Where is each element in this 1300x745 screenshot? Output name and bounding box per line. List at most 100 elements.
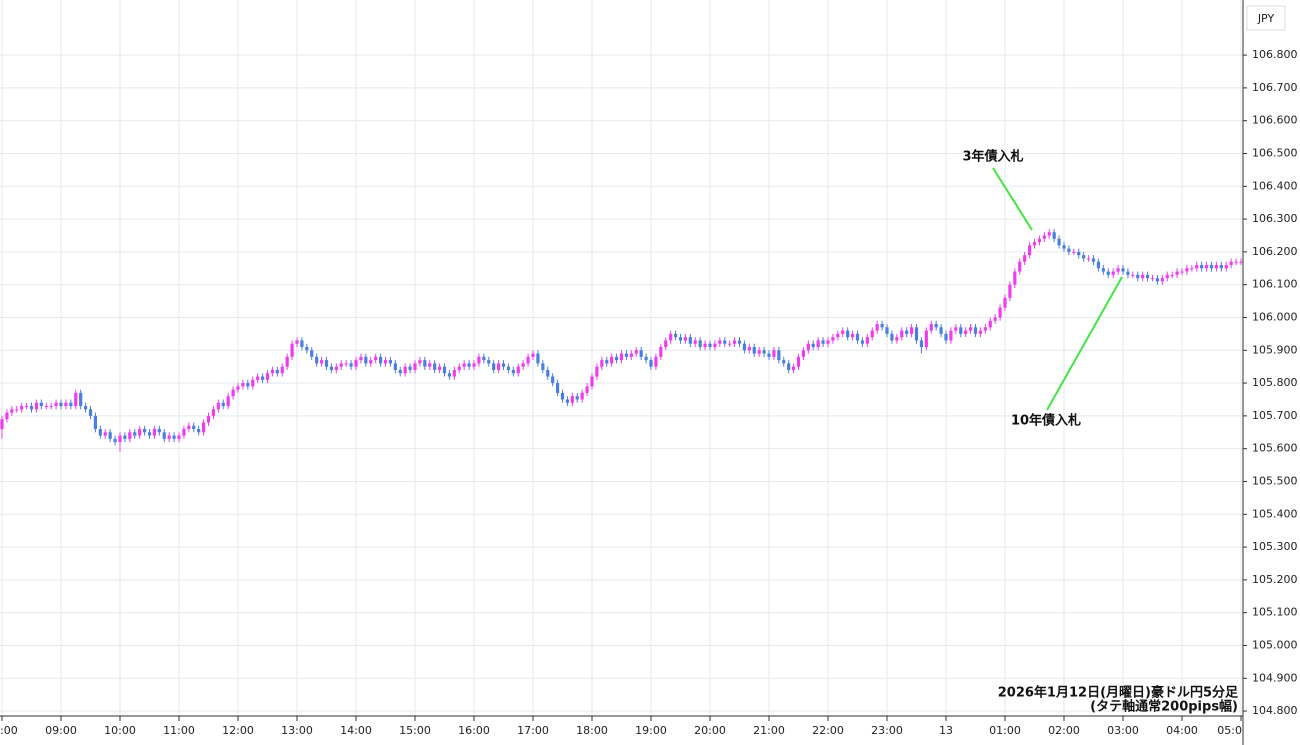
candle-body <box>968 327 973 331</box>
x-tick-label: 05:0 <box>1217 724 1242 737</box>
candle-body <box>378 356 383 364</box>
candle-body <box>639 350 643 357</box>
x-tick-label: 15:00 <box>399 724 431 737</box>
candle-body <box>698 340 702 348</box>
y-tick-label: 106.000 <box>1252 310 1298 323</box>
candle-body <box>123 435 127 439</box>
candle-body <box>1111 271 1115 275</box>
candle-body <box>703 343 707 348</box>
candle-body <box>1067 248 1071 252</box>
candle-body <box>855 333 860 341</box>
candle-body <box>718 340 722 344</box>
annotation-arrow <box>1046 276 1123 411</box>
candle-body <box>39 402 43 407</box>
candle-body <box>334 366 338 370</box>
y-tick-label: 105.700 <box>1252 409 1298 422</box>
annotation-arrow <box>992 167 1033 231</box>
candle-body <box>575 396 579 400</box>
grid <box>0 0 1243 716</box>
candle-body <box>678 337 683 341</box>
candle-body <box>339 363 343 367</box>
candle-body <box>506 366 511 370</box>
candle-body <box>1101 268 1105 272</box>
candle-body <box>44 406 48 408</box>
candle-body <box>1052 232 1056 239</box>
candle-body <box>452 369 456 377</box>
candle-body <box>0 419 4 429</box>
candle-body <box>403 366 407 374</box>
x-tick-label: 01:00 <box>989 724 1021 737</box>
candle-body <box>418 360 422 364</box>
candle-body <box>201 422 206 433</box>
candle-body <box>211 409 216 416</box>
candle-body <box>531 353 535 357</box>
candle-body <box>383 360 388 364</box>
candle-body <box>841 330 845 334</box>
candle-body <box>964 330 968 334</box>
candle-body <box>900 330 904 338</box>
candle-body <box>860 340 865 344</box>
candle-body <box>98 429 102 436</box>
candle-body <box>349 363 353 367</box>
candle-body <box>885 327 889 334</box>
candle-body <box>1180 271 1184 273</box>
candle-body <box>15 409 19 411</box>
candle-body <box>226 396 230 407</box>
candle-body <box>659 347 663 357</box>
y-tick-label: 105.300 <box>1252 540 1298 553</box>
candle-body <box>147 432 152 436</box>
candle-body <box>374 356 378 361</box>
candle-body <box>1032 242 1037 246</box>
candle-body <box>560 392 565 400</box>
candle-body <box>683 337 688 341</box>
candle-body <box>1027 245 1032 256</box>
candle-body <box>973 327 978 334</box>
candle-body <box>693 340 697 344</box>
x-tick-label: 14:00 <box>340 724 372 737</box>
candle-body <box>310 350 314 357</box>
candle-body <box>162 432 166 439</box>
candle-body <box>388 360 393 364</box>
candle-body <box>477 356 481 364</box>
candle-body <box>605 360 609 364</box>
candle-body <box>34 402 39 410</box>
candle-body <box>182 429 186 436</box>
candle-body <box>1047 232 1051 236</box>
candle-body <box>5 412 9 420</box>
candle-body <box>929 324 933 331</box>
candle-body <box>909 327 914 334</box>
candle-body <box>713 343 717 348</box>
candle-body <box>934 324 938 328</box>
x-tick-label: 13 <box>939 724 953 737</box>
candle-body <box>1155 278 1160 282</box>
candle-body <box>241 383 245 387</box>
candle-body <box>831 337 835 341</box>
candle-body <box>260 376 265 380</box>
candle-body <box>914 327 919 341</box>
candle-body <box>644 356 648 361</box>
candle-body <box>1072 251 1076 253</box>
candle-body <box>890 333 894 341</box>
y-tick-label: 105.100 <box>1252 606 1298 619</box>
candle-body <box>433 363 437 370</box>
candle-body <box>1175 271 1179 275</box>
x-tick-label: :00 <box>0 724 18 737</box>
candle-body <box>487 360 491 364</box>
candle-body <box>49 406 53 408</box>
y-tick-label: 105.200 <box>1252 573 1298 586</box>
candle-body <box>216 402 220 410</box>
candle-body <box>570 396 574 403</box>
candle-body <box>192 425 196 429</box>
candle-body <box>546 369 550 377</box>
candle-body <box>457 366 461 370</box>
candle-body <box>1062 245 1066 249</box>
x-tick-label: 22:00 <box>812 724 844 737</box>
candle-body <box>324 360 329 367</box>
candle-body <box>1165 274 1169 279</box>
candle-body <box>1234 261 1238 263</box>
x-tick-label: 17:00 <box>517 724 549 737</box>
candle-body <box>747 347 751 351</box>
candle-body <box>782 360 786 364</box>
candle-body <box>290 343 294 357</box>
candle-body <box>423 360 427 367</box>
